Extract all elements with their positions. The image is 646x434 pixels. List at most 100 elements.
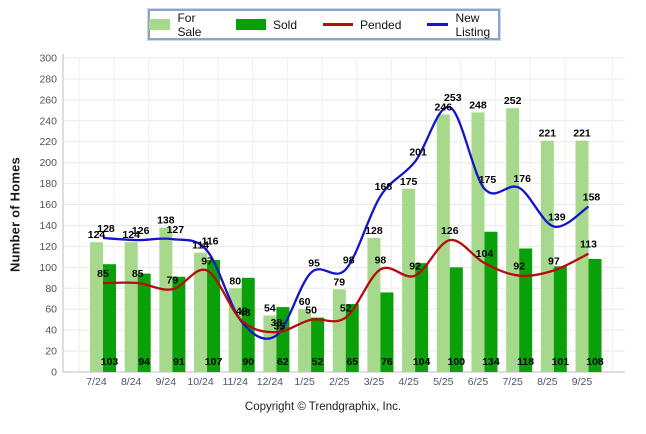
for-sale-value-label: 246	[435, 102, 453, 114]
chart-legend: For Sale Sold Pended New Listing	[148, 9, 500, 40]
bar-for-sale	[332, 289, 346, 372]
y-tick-label: 180	[39, 178, 57, 190]
pended-value-label: 92	[409, 261, 421, 273]
bar-sold	[345, 303, 359, 372]
pended-line	[102, 238, 590, 334]
x-tick-label: 7/24	[86, 376, 107, 388]
x-tick-label: 3/25	[364, 376, 385, 388]
pended-value-label: 85	[132, 268, 144, 280]
new-listing-value-label: 168	[375, 181, 393, 193]
y-tick-label: 140	[39, 220, 57, 232]
pended-value-label: 92	[513, 261, 525, 273]
y-tick-label: 280	[39, 73, 57, 85]
bar-sold	[415, 263, 429, 372]
y-tick-label: 120	[39, 241, 57, 253]
new-listing-value-label: 127	[167, 224, 185, 236]
for-sale-value-label: 124	[88, 229, 106, 241]
bar-sold	[311, 317, 325, 372]
sold-value-label: 134	[482, 356, 500, 368]
sold-value-label: 103	[101, 356, 119, 368]
for-sale-value-label: 221	[573, 128, 591, 140]
for-sale-value-label: 221	[539, 128, 557, 140]
sold-value-label: 107	[205, 356, 223, 368]
sold-value-label: 101	[552, 356, 570, 368]
pended-value-label: 97	[201, 255, 213, 267]
legend-item-pended: Pended	[323, 18, 401, 32]
bar-for-sale	[506, 108, 520, 373]
x-tick-label: 8/24	[121, 376, 142, 388]
x-tick-label: 10/24	[187, 376, 213, 388]
x-tick-label: 12/24	[257, 376, 283, 388]
for-sale-value-label: 79	[333, 276, 345, 288]
new-listing-value-label: 126	[132, 225, 150, 237]
sold-value-label: 65	[346, 356, 358, 368]
x-tick-label: 1/25	[294, 376, 315, 388]
x-tick-label: 6/25	[468, 376, 489, 388]
bar-sold	[137, 273, 151, 372]
new-listing-value-label: 139	[548, 212, 566, 224]
y-tick-label: 20	[45, 346, 57, 358]
pended-value-label: 38	[271, 317, 283, 329]
bar-sold	[588, 258, 602, 372]
sold-swatch-icon	[235, 19, 266, 30]
bar-sold	[103, 264, 116, 372]
pended-value-label: 113	[580, 239, 597, 251]
for-sale-value-label: 252	[504, 95, 522, 107]
new-listing-line	[102, 106, 590, 340]
x-tick-label: 2/25	[329, 376, 350, 388]
sold-value-label: 62	[277, 356, 289, 368]
y-tick-label: 220	[39, 136, 57, 148]
bar-for-sale	[194, 252, 208, 372]
sold-value-label: 94	[138, 356, 150, 368]
x-tick-label: 9/24	[156, 376, 177, 388]
bar-for-sale	[471, 112, 485, 372]
bar-for-sale	[124, 242, 138, 372]
bar-for-sale	[90, 242, 103, 372]
copyright-text: Copyright © Trendgraphix, Inc.	[244, 401, 402, 413]
y-tick-label: 160	[39, 199, 57, 211]
bar-sold	[172, 276, 186, 372]
new-listing-value-label: 201	[409, 147, 427, 159]
sold-value-label: 52	[312, 356, 324, 368]
pended-value-label: 52	[340, 303, 352, 315]
bar-for-sale	[402, 188, 416, 372]
for-sale-value-label: 175	[400, 176, 418, 188]
for-sale-value-label: 128	[365, 225, 383, 237]
bar-for-sale	[298, 309, 312, 372]
y-tick-label: 100	[39, 262, 57, 274]
bar-for-sale	[540, 140, 554, 372]
legend-item-for-sale: For Sale	[148, 10, 210, 39]
bar-for-sale	[263, 315, 277, 372]
sold-value-label: 118	[517, 356, 534, 368]
for-sale-value-label: 114	[192, 240, 209, 252]
legend-label-new-listing: New Listing	[455, 10, 491, 39]
x-tick-label: 4/25	[398, 376, 419, 388]
for-sale-value-label: 248	[469, 99, 487, 111]
y-axis-title: Number of Homes	[7, 157, 23, 272]
new-listing-value-label: 35	[274, 320, 286, 332]
y-tick-label: 0	[51, 367, 57, 379]
pended-value-label: 97	[548, 255, 560, 267]
for-sale-value-label: 80	[229, 275, 241, 287]
bar-sold	[449, 267, 463, 372]
sold-value-label: 100	[448, 356, 466, 368]
legend-label-for-sale: For Sale	[177, 10, 202, 39]
y-tick-label: 60	[45, 304, 57, 316]
y-tick-label: 260	[39, 94, 57, 106]
bar-sold	[380, 292, 394, 372]
y-tick-label: 240	[39, 115, 57, 127]
bar-sold	[207, 260, 221, 372]
sold-value-label: 76	[381, 356, 393, 368]
bar-sold	[553, 266, 567, 372]
bar-sold	[519, 248, 533, 372]
pended-value-label: 50	[305, 305, 317, 317]
legend-label-sold: Sold	[272, 17, 297, 32]
new-listing-value-label: 95	[308, 258, 320, 270]
x-tick-label: 9/25	[572, 376, 593, 388]
pended-swatch-icon	[323, 23, 353, 26]
sold-value-label: 91	[173, 356, 185, 368]
for-sale-swatch-icon	[148, 19, 171, 30]
new-listing-swatch-icon	[427, 23, 449, 26]
sold-value-label: 90	[242, 356, 254, 368]
